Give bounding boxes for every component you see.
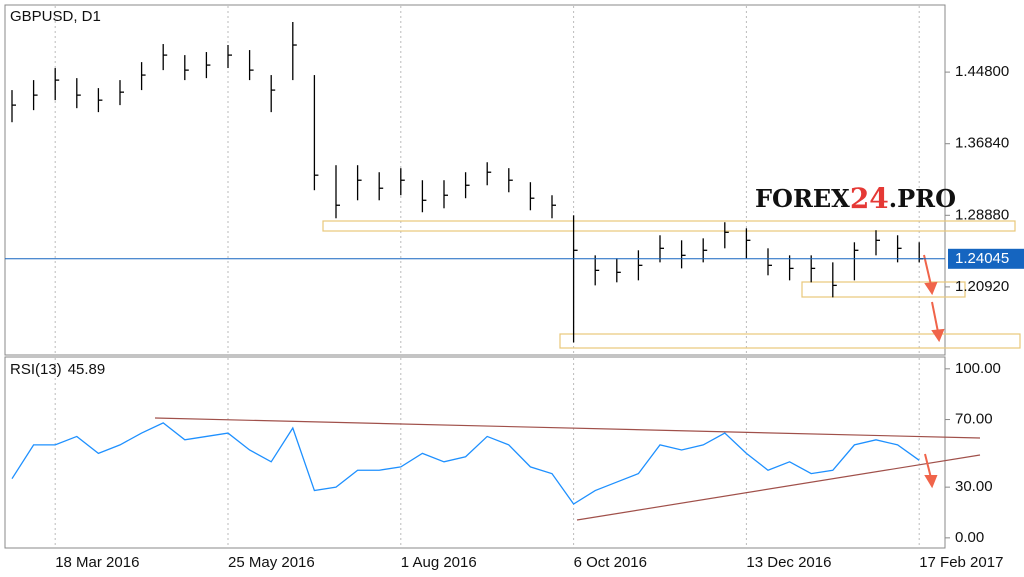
arrow-head	[931, 328, 945, 343]
watermark: FOREX24.PRO	[755, 182, 956, 215]
zone	[322, 220, 1016, 232]
y-tick-label: 0.00	[955, 529, 984, 546]
y-tick-label: 70.00	[955, 411, 993, 428]
watermark-part: 24	[850, 182, 889, 215]
x-tick-label: 17 Feb 2017	[919, 554, 1003, 571]
price-panel	[4, 4, 946, 356]
trend-line	[576, 454, 981, 521]
zones	[322, 220, 1021, 349]
rsi-name: RSI(13)	[10, 361, 62, 378]
rsi-panel	[4, 356, 946, 549]
x-tick-label: 6 Oct 2016	[574, 554, 647, 571]
y-tick-label: 1.44800	[955, 63, 1009, 80]
rsi-title: RSI(13) 45.89	[10, 361, 105, 378]
watermark-part: .PRO	[889, 184, 956, 213]
x-tick-label: 13 Dec 2016	[746, 554, 831, 571]
arrow	[931, 301, 939, 333]
trend-lines	[154, 417, 981, 521]
arrow-head	[924, 281, 938, 296]
y-tick-label: 100.00	[955, 360, 1001, 377]
rsi-value: 45.89	[68, 361, 106, 378]
rsi-line	[11, 422, 920, 505]
arrow	[923, 254, 932, 286]
y-tick-label: 1.20920	[955, 278, 1009, 295]
x-tick-label: 18 Mar 2016	[55, 554, 139, 571]
y-tick-label: 30.00	[955, 478, 993, 495]
zone	[801, 281, 966, 298]
x-tick-label: 25 May 2016	[228, 554, 315, 571]
last-price-box	[948, 248, 1024, 269]
y-tick-label: 1.28880	[955, 206, 1009, 223]
watermark-part: FOREX	[755, 184, 850, 213]
zone	[559, 333, 1021, 349]
arrow-head	[924, 475, 938, 489]
trend-line	[154, 417, 981, 439]
chart-title: GBPUSD, D1	[10, 8, 101, 25]
last-price-label: 1.24045	[955, 250, 1009, 267]
x-tick-label: 1 Aug 2016	[401, 554, 477, 571]
arrow	[924, 453, 932, 479]
y-tick-label: 1.36840	[955, 135, 1009, 152]
arrows	[923, 254, 945, 489]
